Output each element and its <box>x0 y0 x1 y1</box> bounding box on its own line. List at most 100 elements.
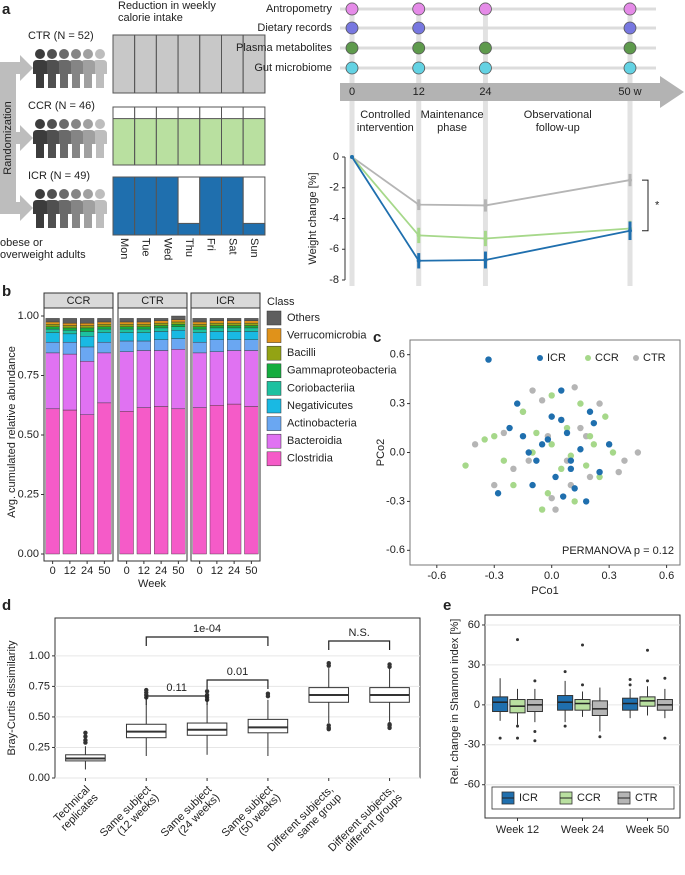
person-body <box>33 60 47 88</box>
calorie-bar <box>242 222 266 236</box>
annotation: PERMANOVA p = 0.12 <box>562 545 674 557</box>
scatter-point <box>605 441 613 448</box>
scatter-point <box>462 462 469 469</box>
calorie-bar <box>155 34 179 94</box>
stacked-segment <box>97 341 112 354</box>
stacked-segment <box>244 327 259 332</box>
legend-marker <box>537 355 543 361</box>
x-tick-label: 24 <box>155 565 167 577</box>
scatter-point <box>538 397 546 404</box>
x-tick-label: 0 <box>197 565 203 577</box>
measurement-dot <box>412 21 426 35</box>
scatter-point <box>548 413 555 420</box>
timeline-arrow <box>340 76 684 108</box>
calorie-bar <box>242 118 266 166</box>
y-tick-label: 0.75 <box>29 680 50 692</box>
scatter-point <box>533 429 540 437</box>
stacked-segment <box>192 328 207 333</box>
stacked-segment <box>119 351 134 412</box>
person-head <box>71 49 81 59</box>
x-tick-label: 12 <box>64 565 76 577</box>
scatter-point <box>590 419 598 427</box>
scatter-point <box>544 436 552 443</box>
stacked-segment <box>80 346 95 362</box>
y-tick-label: -30 <box>464 739 480 751</box>
x-axis-label: Week <box>138 578 166 590</box>
stacked-segment <box>244 331 259 341</box>
scatter-point <box>586 473 594 481</box>
person-head <box>59 49 69 59</box>
significance-bracket <box>206 679 269 689</box>
person-body <box>57 130 71 158</box>
y-tick-label: 0.6 <box>390 349 405 361</box>
scatter-point <box>567 452 575 459</box>
panel-label: c <box>373 329 381 346</box>
stacked-segment <box>136 332 151 342</box>
scatter-point <box>471 441 479 448</box>
stacked-segment <box>97 402 112 555</box>
y-tick-label: 0.00 <box>18 548 39 560</box>
stacked-segment <box>209 318 224 321</box>
panel-label: b <box>2 283 11 300</box>
stacked-segment <box>171 349 186 410</box>
outlier <box>581 643 584 647</box>
legend-label: CTR <box>643 352 666 364</box>
stacked-segment <box>192 332 207 343</box>
person-head <box>95 119 105 129</box>
measurement-dot <box>623 2 637 16</box>
legend-swatch <box>266 345 282 361</box>
legend-swatch <box>266 398 282 414</box>
outlier <box>387 722 392 727</box>
outlier <box>533 729 537 733</box>
facet-label: CCR <box>67 295 91 307</box>
stacked-segment <box>192 326 207 330</box>
weight-point <box>483 258 488 263</box>
outlier <box>563 724 567 728</box>
measurement-dot <box>412 61 426 75</box>
group-label: ICR (N = 49) <box>28 170 90 182</box>
person-head <box>47 49 57 59</box>
scatter-point <box>559 493 567 500</box>
y-tick-label: 0 <box>474 699 480 711</box>
scatter-point <box>544 490 552 497</box>
stacked-segment <box>62 341 77 355</box>
phase-label: Controlled <box>360 109 410 121</box>
stacked-segment <box>80 336 95 348</box>
outlier <box>628 678 632 682</box>
stacked-segment <box>80 322 95 326</box>
outlier <box>581 683 584 687</box>
weight-point <box>483 203 488 208</box>
y-tick-label: 0.75 <box>18 369 39 381</box>
stacked-segment <box>209 351 224 406</box>
stacked-segment <box>227 331 242 341</box>
x-tick-label: 50 <box>172 565 184 577</box>
randomization-arrow <box>0 195 33 221</box>
stacked-segment <box>227 322 242 326</box>
x-tick-label: -0.6 <box>427 570 446 582</box>
person-head <box>83 189 93 199</box>
person-head <box>35 189 45 199</box>
person-body <box>45 200 59 228</box>
outlier <box>516 638 519 642</box>
stacked-segment <box>45 352 60 410</box>
calorie-bar <box>199 34 223 94</box>
significance-label: N.S. <box>348 627 369 639</box>
stacked-segment <box>136 407 151 555</box>
stacked-segment <box>97 318 112 323</box>
person-head <box>71 119 81 129</box>
legend-marker <box>585 355 591 361</box>
calorie-bar <box>242 34 266 94</box>
legend-label: Negativicutes <box>287 400 354 412</box>
scatter-point <box>602 413 609 420</box>
person-head <box>47 189 57 199</box>
calorie-bar <box>199 118 223 166</box>
stacked-segment <box>80 327 95 332</box>
y-axis-label: PCo2 <box>375 439 387 467</box>
facet-label: CTR <box>141 295 164 307</box>
scatter-point <box>577 446 584 453</box>
intake-title: calorie intake <box>118 12 183 24</box>
day-label: Tue <box>140 238 152 257</box>
scatter-point <box>485 356 492 363</box>
legend-swatch <box>266 363 282 379</box>
y-tick-label: 0.25 <box>29 741 50 753</box>
